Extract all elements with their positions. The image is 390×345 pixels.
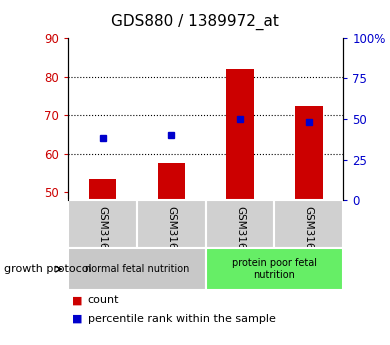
Text: protein poor fetal
nutrition: protein poor fetal nutrition (232, 258, 317, 280)
Bar (206, 248, 343, 290)
Text: ■: ■ (72, 295, 83, 305)
Bar (226, 69, 254, 200)
Bar (275, 200, 343, 248)
Text: ■: ■ (72, 314, 83, 324)
Text: count: count (88, 295, 119, 305)
Bar (68, 248, 206, 290)
Text: GSM31630: GSM31630 (304, 206, 314, 263)
Bar (206, 200, 275, 248)
Text: percentile rank within the sample: percentile rank within the sample (88, 314, 276, 324)
Bar (295, 106, 323, 200)
Text: GSM31629: GSM31629 (235, 206, 245, 263)
Bar (68, 200, 137, 248)
Bar (89, 179, 116, 200)
Text: growth protocol: growth protocol (4, 264, 92, 274)
Text: normal fetal nutrition: normal fetal nutrition (85, 264, 189, 274)
Bar (137, 200, 206, 248)
Text: GSM31627: GSM31627 (98, 206, 108, 263)
Bar (158, 164, 185, 200)
Text: GDS880 / 1389972_at: GDS880 / 1389972_at (111, 14, 279, 30)
Text: GSM31628: GSM31628 (167, 206, 176, 263)
